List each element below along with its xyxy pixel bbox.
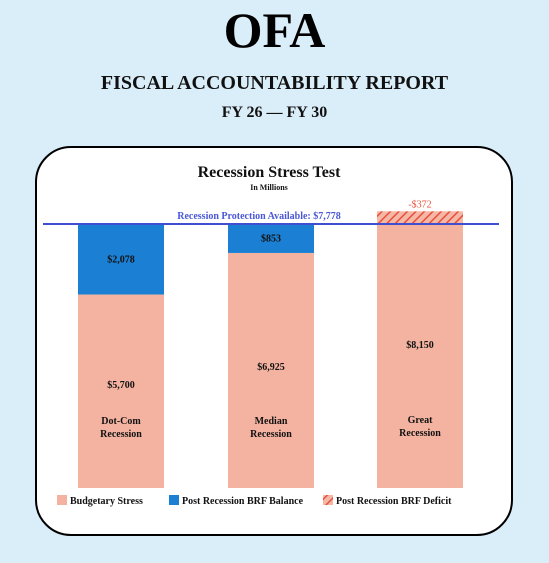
report-title: FISCAL ACCOUNTABILITY REPORT bbox=[100, 72, 449, 94]
legend-swatch-post-recession-brf-deficit bbox=[323, 495, 333, 505]
label-budgetary-stress-dot-com-recession: $5,700 bbox=[107, 380, 135, 391]
stress-test-chart: Recession Stress Test In Millions $2,078… bbox=[43, 164, 499, 507]
category-label-great-recession: Great Recession bbox=[399, 415, 441, 439]
label-budgetary-stress-great-recession: $8,150 bbox=[406, 340, 434, 351]
label-brf-balance-dot-com-recession: $2,078 bbox=[107, 254, 135, 265]
bar-brf-balance-median-recession bbox=[228, 224, 314, 253]
label-brf-deficit-great-recession: -$372 bbox=[408, 199, 431, 210]
legend-label-budgetary-stress: Budgetary Stress bbox=[70, 496, 143, 507]
bars-group: $2,078 $5,700 Dot-Com Recession $853 $6,925 Me… bbox=[78, 199, 463, 488]
bar-budgetary-stress-median-recession bbox=[228, 252, 314, 488]
org-title: OFA bbox=[223, 2, 326, 58]
legend-label-post-recession-brf-balance: Post Recession BRF Balance bbox=[182, 496, 304, 507]
bar-brf-deficit-great-recession bbox=[377, 211, 463, 224]
chart-card: Recession Stress Test In Millions $2,078… bbox=[35, 146, 513, 536]
legend-swatch-budgetary-stress bbox=[57, 495, 67, 505]
label-brf-balance-median-recession: $853 bbox=[261, 233, 281, 244]
category-label-dot-com-recession: Dot-Com Recession bbox=[100, 416, 142, 440]
chart-subtitle: In Millions bbox=[250, 183, 288, 192]
category-label-median-recession: Median Recession bbox=[250, 416, 292, 440]
bar-budgetary-stress-dot-com-recession bbox=[78, 294, 164, 488]
bar-brf-balance-dot-com-recession bbox=[78, 224, 164, 295]
label-budgetary-stress-median-recession: $6,925 bbox=[257, 362, 285, 373]
recession-protection-label: Recession Protection Available: $7,778 bbox=[177, 211, 341, 222]
chart-title: Recession Stress Test bbox=[198, 164, 341, 181]
bar-budgetary-stress-great-recession bbox=[377, 211, 463, 488]
legend: Budgetary Stress Post Recession BRF Balan… bbox=[57, 495, 452, 507]
report-period: FY 26 — FY 30 bbox=[221, 104, 328, 121]
legend-swatch-post-recession-brf-balance bbox=[169, 495, 179, 505]
legend-label-post-recession-brf-deficit: Post Recession BRF Deficit bbox=[336, 496, 452, 507]
